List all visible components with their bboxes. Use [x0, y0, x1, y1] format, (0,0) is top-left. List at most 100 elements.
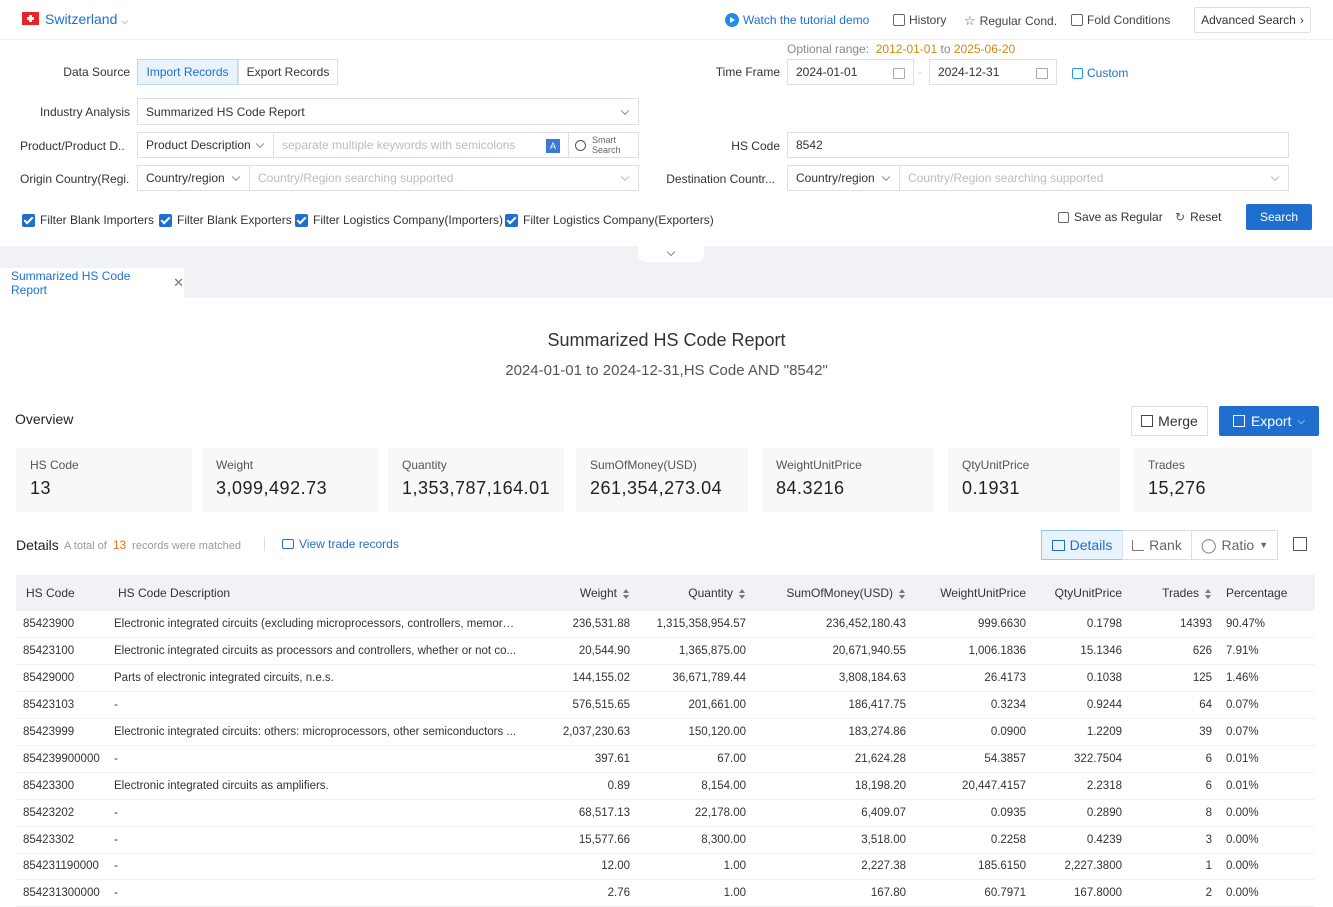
custom-icon [1072, 67, 1083, 79]
table-row[interactable]: 85423900 Electronic integrated circuits (… [16, 611, 1315, 639]
cell-sum-of-money: 20,671,940.55 [746, 637, 906, 666]
table-row[interactable]: 854231300000-2.76 1.00 167.80 60.7971 167.80… [16, 879, 1315, 907]
history-link[interactable]: History [893, 13, 946, 27]
view-ratio-tab[interactable]: ◯ Ratio ▼ [1191, 530, 1278, 560]
cell-hs-code: 854231190000 [16, 853, 108, 881]
overview-title: Overview [15, 411, 74, 427]
filter-logistics-importers-checkbox[interactable]: Filter Logistics Company(Importers) [295, 213, 503, 227]
fold-conditions-link[interactable]: Fold Conditions [1071, 13, 1170, 27]
table-row[interactable]: 85423999 Electronic integrated circuits: … [16, 718, 1315, 746]
cell-percentage: 0.01% [1212, 745, 1315, 773]
cell-trades: 125 [1132, 664, 1212, 693]
product-mode-select[interactable]: Product Description [137, 132, 274, 158]
destination-country-input[interactable]: Country/Region searching supported [899, 165, 1289, 191]
cell-weight-unit-price: 54.3857 [906, 745, 1036, 773]
import-records-tab[interactable]: Import Records [137, 59, 238, 85]
table-row[interactable]: 85423302-15,577.66 8,300.00 3,518.00 0.2258… [16, 826, 1315, 854]
hs-code-input[interactable]: 8542 [787, 132, 1289, 158]
origin-mode-select[interactable]: Country/region [137, 165, 250, 191]
smart-search-button[interactable]: Smart Search [568, 132, 639, 158]
destination-mode-select[interactable]: Country/region [787, 165, 900, 191]
save-regular-button[interactable]: Save as Regular [1058, 210, 1163, 224]
view-details-tab[interactable]: Details [1041, 530, 1123, 560]
cell-sum-of-money: 167.80 [746, 879, 906, 907]
hs-code-table: HS Code HS Code Description Weight Quant… [16, 575, 1315, 907]
cell-hs-code: 85423103 [16, 691, 108, 720]
sort-icon[interactable] [739, 588, 746, 599]
close-icon[interactable]: ✕ [173, 275, 184, 290]
reset-button[interactable]: ↻ Reset [1175, 210, 1222, 224]
cell-weight: 2,037,230.63 [518, 718, 630, 746]
sort-icon[interactable] [899, 588, 906, 599]
cell-sum-of-money: 6,409.07 [746, 799, 906, 827]
fullscreen-icon[interactable] [1293, 537, 1307, 551]
cell-quantity: 1,315,358,954.57 [630, 611, 746, 639]
table-row[interactable]: 85423103-576,515.65 201,661.00 186,417.75 0… [16, 691, 1315, 720]
regular-cond-link[interactable]: ☆ Regular Cond. [964, 13, 1058, 28]
filter-blank-exporters-checkbox[interactable]: Filter Blank Exporters [159, 213, 292, 227]
cell-hs-code: 85423300 [16, 772, 108, 800]
cell-trades: 6 [1132, 745, 1212, 773]
cell-hs-code: 85423900 [16, 611, 108, 639]
tab-summarized-hs-code-report[interactable]: Summarized HS Code Report ✕ [0, 268, 184, 298]
country-selector[interactable]: Switzerland ⌵ [45, 11, 129, 27]
cell-weight: 236,531.88 [518, 611, 630, 639]
origin-country-input[interactable]: Country/Region searching supported [249, 165, 639, 191]
cell-trades: 1 [1132, 853, 1212, 881]
search-button[interactable]: Search [1246, 204, 1312, 230]
advanced-search-button[interactable]: Advanced Search › [1194, 7, 1311, 33]
col-sum-of-money[interactable]: SumOfMoney(USD) [746, 575, 906, 611]
play-icon [725, 13, 739, 27]
col-weight[interactable]: Weight [518, 575, 630, 611]
col-trades[interactable]: Trades [1132, 575, 1212, 611]
sort-icon[interactable] [623, 588, 630, 599]
end-date-input[interactable]: 2024-12-31 [929, 59, 1057, 85]
calendar-icon [1036, 68, 1048, 79]
table-row[interactable]: 854231190000-12.00 1.00 2,227.38 185.6150 2,… [16, 853, 1315, 881]
filter-blank-importers-checkbox[interactable]: Filter Blank Importers [22, 213, 154, 227]
date-separator: - [918, 65, 922, 79]
table-row[interactable]: 854239900000-397.61 67.00 21,624.28 54.3857… [16, 745, 1315, 773]
cell-quantity: 150,120.00 [630, 718, 746, 746]
table-row[interactable]: 85423300 Electronic integrated circuits a… [16, 772, 1315, 800]
custom-link[interactable]: Custom [1072, 66, 1128, 80]
cell-percentage: 0.00% [1212, 826, 1315, 854]
export-records-tab[interactable]: Export Records [238, 59, 338, 85]
destination-label: Destination Countr... [666, 172, 775, 186]
rank-icon [1132, 539, 1145, 551]
table-row[interactable]: 85429000 Parts of electronic integrated c… [16, 664, 1315, 693]
watch-demo-link[interactable]: Watch the tutorial demo [725, 13, 869, 27]
cell-weight: 2.76 [518, 879, 630, 907]
col-quantity[interactable]: Quantity [630, 575, 746, 611]
translate-icon[interactable]: A [546, 139, 560, 153]
cell-quantity: 22,178.00 [630, 799, 746, 827]
view-trade-records-link[interactable]: View trade records [282, 537, 399, 551]
cell-percentage: 0.00% [1212, 799, 1315, 827]
product-keyword-input[interactable]: separate multiple keywords with semicolo… [273, 132, 569, 158]
cell-percentage: 0.07% [1212, 718, 1315, 746]
chevron-down-icon [1270, 172, 1280, 182]
filter-logistics-exporters-checkbox[interactable]: Filter Logistics Company(Exporters) [505, 213, 714, 227]
export-button[interactable]: Export ⌵ [1219, 406, 1319, 436]
view-rank-tab[interactable]: Rank [1122, 530, 1192, 560]
cell-qty-unit-price: 322.7504 [1036, 745, 1132, 773]
sort-icon[interactable] [1205, 588, 1212, 599]
industry-select[interactable]: Summarized HS Code Report [137, 98, 639, 125]
swiss-flag-icon [22, 12, 39, 25]
start-date-input[interactable]: 2024-01-01 [787, 59, 914, 85]
cell-quantity: 1.00 [630, 879, 746, 907]
col-qty-unit-price: QtyUnitPrice [1036, 575, 1132, 611]
table-row[interactable]: 85423100 Electronic integrated circuits a… [16, 637, 1315, 666]
table-row[interactable]: 85423202-68,517.13 22,178.00 6,409.07 0.093… [16, 799, 1315, 827]
merge-button[interactable]: Merge [1131, 406, 1208, 436]
cell-hs-code: 854239900000 [16, 745, 108, 773]
refresh-icon: ↻ [1175, 210, 1186, 224]
cell-qty-unit-price: 1.2209 [1036, 718, 1132, 746]
cell-hs-code: 85429000 [16, 664, 108, 693]
collapse-toggle[interactable] [638, 246, 704, 262]
stat-card-trades: Trades 15,276 [1134, 448, 1312, 512]
cell-description: - [108, 879, 518, 907]
data-source-label: Data Source [63, 65, 130, 79]
cell-description: Parts of electronic integrated circuits,… [108, 664, 518, 693]
cell-weight-unit-price: 999.6630 [906, 611, 1036, 639]
